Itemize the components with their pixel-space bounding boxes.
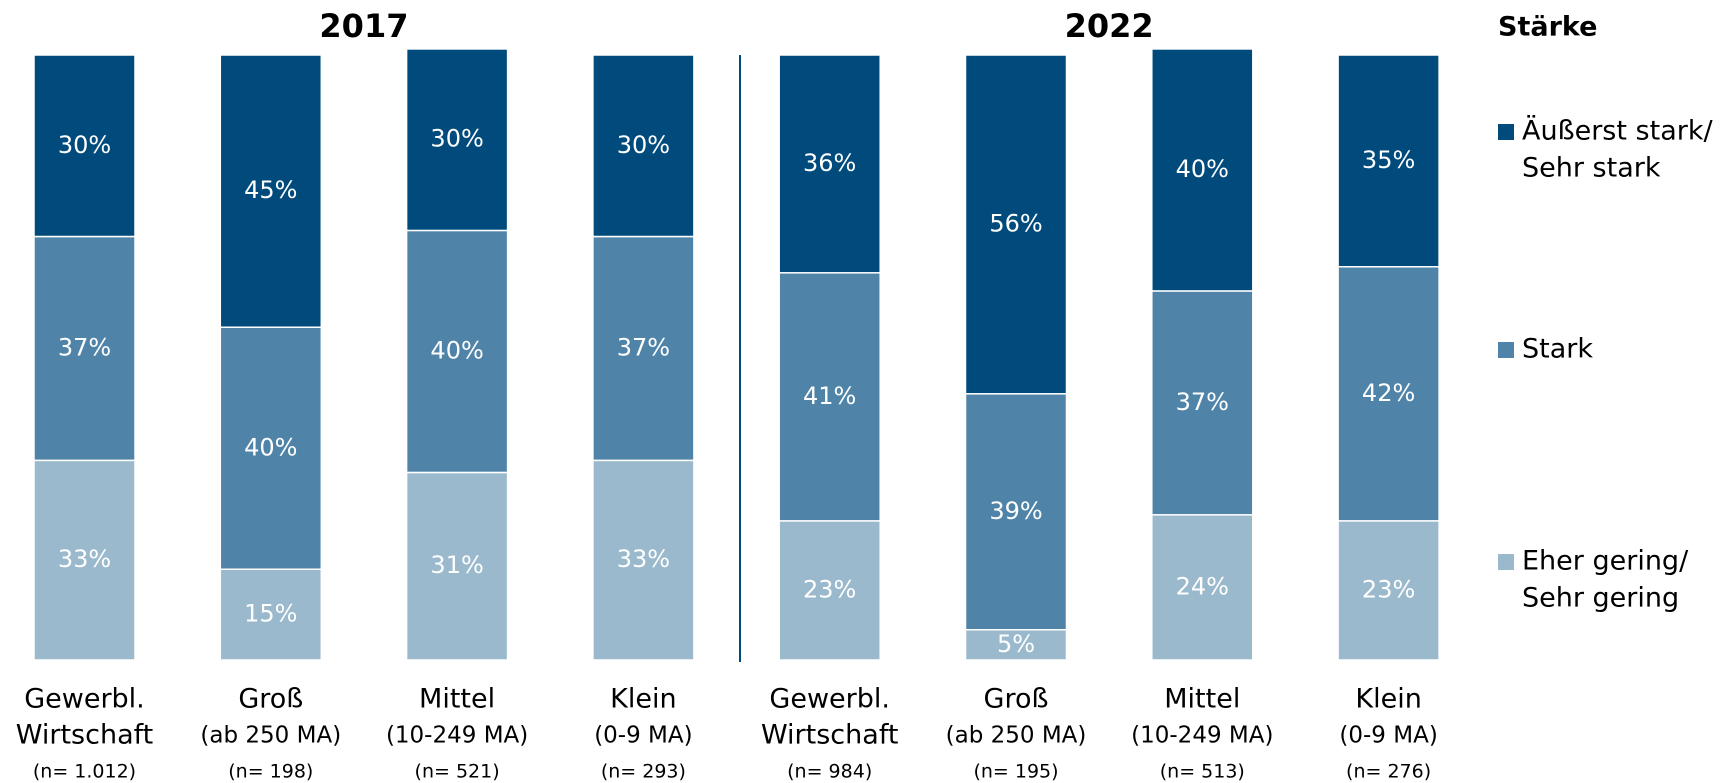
category-label: (10-249 MA) (386, 723, 528, 749)
value-label: 31% (430, 551, 483, 579)
value-label: 23% (1362, 575, 1415, 603)
value-label: 37% (617, 333, 670, 361)
sample-size: (n= 198) (228, 761, 313, 783)
bar-segment (1151, 48, 1254, 292)
category-label: Mittel (419, 684, 495, 715)
value-label: 40% (1176, 155, 1229, 183)
legend-swatch (1498, 342, 1514, 358)
sample-size: (n= 521) (415, 761, 500, 783)
value-label: 37% (1176, 388, 1229, 416)
category-label: Wirtschaft (761, 720, 898, 751)
value-label: 56% (989, 209, 1042, 237)
bar-segment (964, 393, 1068, 631)
category-label: Gewerbl. (769, 684, 890, 715)
value-label: 30% (617, 131, 670, 159)
value-label: 30% (58, 131, 111, 159)
category-label: Wirtschaft (16, 720, 153, 751)
value-label: 5% (997, 630, 1035, 658)
panel-title: 2017 (319, 7, 408, 45)
category-label: Groß (984, 684, 1049, 715)
legend-label: Sehr stark (1522, 153, 1661, 184)
bar-segment (33, 459, 136, 661)
sample-size: (n= 984) (787, 761, 872, 783)
category-label: (ab 250 MA) (946, 723, 1087, 749)
category-label: (0-9 MA) (1339, 723, 1437, 749)
sample-size: (n= 276) (1346, 761, 1431, 783)
value-label: 36% (803, 149, 856, 177)
bar-segment (219, 568, 323, 661)
bar-segment (405, 48, 509, 232)
sample-size: (n= 293) (601, 761, 686, 783)
category-label: Mittel (1164, 684, 1240, 715)
panel-title: 2022 (1065, 7, 1154, 45)
bar-segment (778, 520, 881, 661)
bar-segment (964, 629, 1068, 661)
bar-segment (1151, 290, 1254, 516)
legend-label: Sehr gering (1522, 583, 1679, 614)
bar-segment (33, 54, 136, 238)
category-label: Klein (610, 684, 676, 715)
legend-label: Stark (1522, 334, 1593, 365)
value-label: 45% (244, 176, 297, 204)
value-label: 39% (989, 497, 1042, 525)
sample-size: (n= 513) (1160, 761, 1245, 783)
bar-segment (1151, 514, 1254, 661)
sample-size: (n= 1.012) (33, 761, 136, 783)
bar-segment (778, 54, 881, 274)
bar-segment (405, 471, 509, 661)
category-label: Gewerbl. (24, 684, 145, 715)
bar-segment (1337, 54, 1440, 268)
bar-segment (1337, 520, 1440, 661)
category-label: Klein (1355, 684, 1421, 715)
value-label: 23% (803, 575, 856, 603)
value-label: 33% (617, 545, 670, 573)
legend-title: Stärke (1498, 12, 1597, 43)
value-label: 33% (58, 545, 111, 573)
value-label: 15% (244, 600, 297, 628)
value-label: 35% (1362, 146, 1415, 174)
value-label: 40% (430, 336, 483, 364)
bar-segment (592, 459, 695, 661)
legend-swatch (1498, 124, 1514, 140)
value-label: 41% (803, 382, 856, 410)
legend-swatch (1498, 554, 1514, 570)
bar-segment (778, 272, 881, 522)
category-label: (0-9 MA) (594, 723, 692, 749)
category-label: (10-249 MA) (1131, 723, 1273, 749)
legend-label: Äußerst stark/ (1522, 115, 1713, 147)
bar-segment (592, 235, 695, 462)
bar-segment (964, 54, 1068, 395)
value-label: 24% (1176, 572, 1229, 600)
sample-size: (n= 195) (973, 761, 1058, 783)
value-label: 37% (58, 333, 111, 361)
bar-segment (33, 235, 136, 462)
bar-segment (405, 229, 509, 474)
value-label: 40% (244, 433, 297, 461)
bar-segment (219, 326, 323, 570)
bar-segment (1337, 266, 1440, 522)
bar-segment (219, 54, 323, 328)
category-label: Groß (238, 684, 303, 715)
value-label: 42% (1362, 379, 1415, 407)
bar-segment (592, 54, 695, 238)
value-label: 30% (430, 125, 483, 153)
legend-label: Eher gering/ (1522, 546, 1689, 577)
category-label: (ab 250 MA) (200, 723, 341, 749)
